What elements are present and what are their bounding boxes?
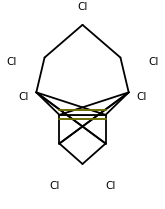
Text: Cl: Cl (18, 92, 29, 102)
Text: Cl: Cl (7, 57, 17, 67)
Text: Cl: Cl (105, 181, 116, 191)
Text: Cl: Cl (136, 92, 147, 102)
Text: Cl: Cl (77, 1, 88, 11)
Text: Cl: Cl (49, 181, 60, 191)
Text: Cl: Cl (148, 57, 158, 67)
